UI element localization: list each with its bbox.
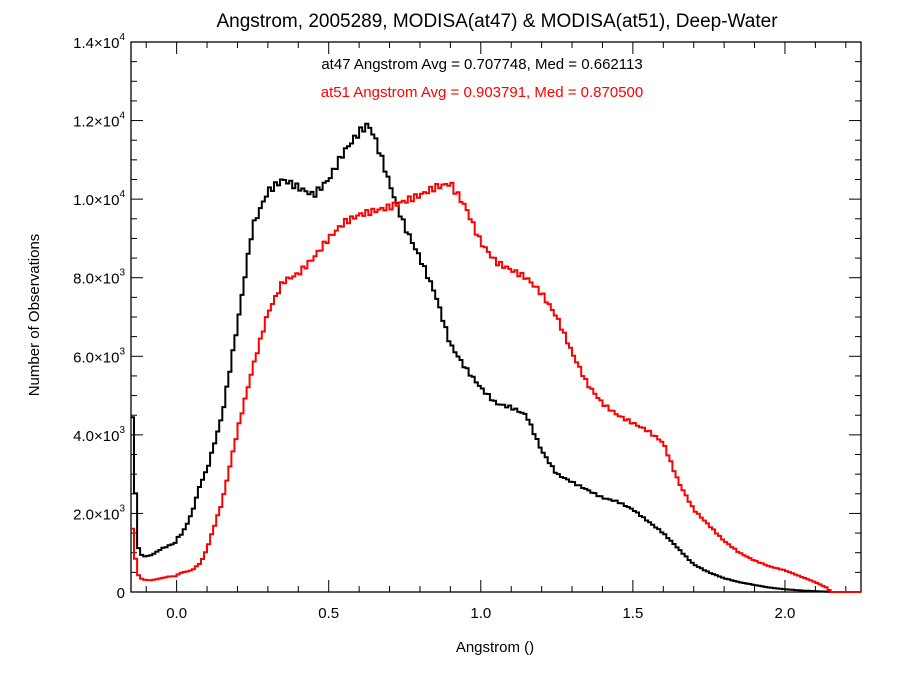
x-axis-label: Angstrom () — [456, 639, 534, 656]
y-tick-mantissa: 1.4×10 — [73, 35, 119, 52]
at51-stats-label: at51 Angstrom Avg = 0.903791, Med = 0.87… — [321, 84, 643, 101]
y-tick-mantissa: 4.0×10 — [73, 428, 119, 445]
y-tick-label: 1.4×104 — [73, 32, 125, 52]
y-tick-mantissa: 1.2×10 — [73, 114, 119, 131]
y-tick-label: 1.2×104 — [73, 111, 125, 131]
y-tick-mantissa: 0 — [117, 585, 125, 602]
y-tick-exponent: 3 — [119, 346, 125, 357]
y-tick-exponent: 4 — [119, 32, 125, 43]
y-tick-exponent: 3 — [119, 503, 125, 514]
y-tick-mantissa: 2.0×10 — [73, 506, 119, 523]
y-tick-label: 6.0×103 — [73, 346, 125, 366]
x-tick-label: 1.0 — [470, 605, 491, 622]
y-tick-exponent: 3 — [119, 268, 125, 279]
series-line-1 — [131, 181, 861, 593]
x-tick-label: 0.5 — [318, 605, 339, 622]
y-tick-mantissa: 8.0×10 — [73, 271, 119, 288]
y-tick-mantissa: 1.0×10 — [73, 192, 119, 209]
y-tick-exponent: 4 — [119, 189, 125, 200]
plot-frame — [130, 41, 862, 593]
stats-annotations: at47 Angstrom Avg = 0.707748, Med = 0.66… — [321, 56, 643, 101]
series-line-0 — [131, 122, 861, 593]
x-tick-label: 2.0 — [775, 605, 796, 622]
y-tick-label: 1.0×104 — [73, 189, 125, 209]
y-tick-exponent: 4 — [119, 111, 125, 122]
y-tick-exponent: 3 — [119, 425, 125, 436]
y-tick-label: 2.0×103 — [73, 503, 125, 523]
y-tick-label: 0 — [117, 585, 125, 602]
x-tick-label: 1.5 — [622, 605, 643, 622]
y-tick-label: 4.0×103 — [73, 425, 125, 445]
chart-title: Angstrom, 2005289, MODISA(at47) & MODISA… — [216, 11, 778, 32]
x-tick-label: 0.0 — [166, 605, 187, 622]
y-tick-mantissa: 6.0×10 — [73, 349, 119, 366]
series-group — [131, 122, 861, 593]
axes: 0.0 0.5 1.0 1.5 2.002.0×1034.0×1036.0×1038.0… — [73, 32, 862, 622]
at47-stats-label: at47 Angstrom Avg = 0.707748, Med = 0.66… — [321, 56, 642, 73]
y-tick-label: 8.0×103 — [73, 268, 125, 288]
y-axis-label: Number of Observations — [26, 234, 43, 397]
